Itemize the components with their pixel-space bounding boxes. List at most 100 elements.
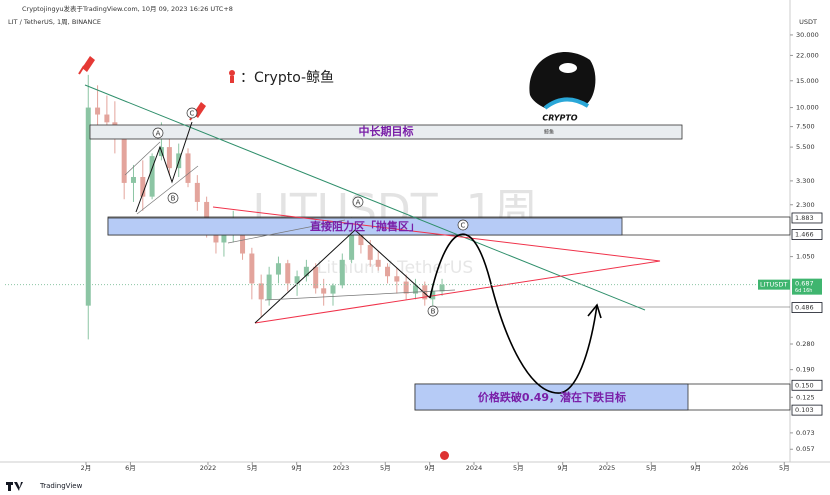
- triangle: [212, 206, 661, 324]
- y-tick-label: 0.073: [796, 429, 815, 437]
- arrow-head: [587, 303, 602, 319]
- candle-body: [221, 235, 227, 243]
- candle-body: [375, 259, 381, 267]
- candle-body: [285, 263, 291, 284]
- breakdown-box: [414, 383, 689, 411]
- target-box: [89, 124, 683, 140]
- x-tick-label: 5月: [380, 464, 391, 472]
- x-tick-label: 2024: [466, 464, 483, 472]
- target-zone-text: 中长期目标: [359, 124, 414, 138]
- projection-curve: [429, 233, 598, 394]
- candle-body: [140, 176, 146, 197]
- candle-body: [385, 266, 391, 277]
- candle-body: [439, 284, 445, 292]
- price-label: 0.103: [795, 406, 814, 414]
- channel-line: [136, 165, 199, 215]
- candle-body: [313, 266, 319, 289]
- y-tick-label: 10.000: [796, 104, 819, 112]
- candle-body: [249, 253, 255, 284]
- x-tick-label: 2025: [599, 464, 616, 472]
- candle-body: [330, 285, 336, 294]
- price-label: 0.150: [795, 381, 814, 389]
- candle-body: [240, 228, 246, 254]
- last-price-symbol: LITUSDT: [760, 281, 787, 289]
- candle-body: [95, 107, 101, 115]
- last-price-label: 0.687: [795, 280, 814, 288]
- candle-body: [422, 285, 428, 300]
- candle-body: [294, 276, 300, 284]
- candle-body: [204, 201, 210, 229]
- publisher: Cryptojingyu发表于TradingView.com, 10月 09, …: [22, 4, 233, 13]
- y-tick-label: 30.000: [796, 31, 819, 39]
- y-tick-label: 3.300: [796, 177, 815, 185]
- price-label-box: [791, 212, 823, 224]
- candle-body: [358, 233, 364, 246]
- tv-logo: [6, 482, 23, 491]
- wave-labels: A B C A B C: [152, 107, 469, 317]
- candle-body: [185, 153, 191, 183]
- y-tick-label: 22.000: [796, 51, 819, 59]
- price-label-box: [791, 302, 823, 313]
- wave-circle: [152, 127, 164, 139]
- candle-body: [349, 233, 355, 260]
- x-tick-label: 2月: [81, 464, 92, 472]
- wave-label: C: [190, 110, 195, 118]
- y-tick-label: 0.190: [796, 366, 815, 374]
- x-tick-label: 5月: [247, 464, 258, 472]
- candle-body: [104, 114, 110, 123]
- x-tick-label: 9月: [557, 464, 568, 472]
- author-tag: ：Crypto-鲸鱼: [240, 69, 334, 86]
- candle-body: [266, 274, 272, 300]
- candle-body: [275, 263, 281, 275]
- price-label: 1.466: [795, 231, 814, 239]
- x-tick-label: 2026: [732, 464, 749, 472]
- x-tick-label: 5月: [513, 464, 524, 472]
- resistance-box: [107, 217, 623, 236]
- price-label-box: [791, 229, 823, 240]
- abc-lines: [135, 121, 193, 213]
- last-price-box: [758, 279, 790, 290]
- y-tick-label: 0.057: [796, 445, 815, 453]
- x-tick-label: 9月: [424, 464, 435, 472]
- x-tick-label: 6月: [125, 464, 136, 472]
- wave-circle: [457, 219, 469, 231]
- candle-body: [130, 176, 136, 183]
- wave-circle: [427, 305, 439, 317]
- y-tick-label: 5.500: [796, 143, 815, 151]
- wave-circle: [186, 107, 198, 119]
- y-tick-label: 2.300: [796, 201, 815, 209]
- y-tick-label: 7.500: [796, 123, 815, 131]
- logo: [529, 52, 596, 110]
- candle-body: [258, 283, 264, 300]
- candle-body: [85, 107, 91, 306]
- candle-body: [339, 259, 345, 286]
- trend-line: [84, 84, 646, 311]
- channel-line: [124, 141, 161, 176]
- candle-body: [121, 136, 127, 183]
- resistance-text: 直接阻力区「抛售区」: [310, 219, 420, 233]
- candle-body: [367, 245, 373, 260]
- candle-body: [412, 285, 418, 294]
- wave-label: B: [431, 308, 436, 316]
- symbol-info: LIT / TetherUS, 1周, BINANCE: [8, 18, 101, 26]
- footer: TradingView: [39, 482, 83, 490]
- candle-body: [149, 156, 155, 197]
- wave-label: A: [356, 199, 361, 207]
- watermark-sub: Lithium / TetherUS: [317, 258, 473, 278]
- price-label-box: [791, 404, 823, 416]
- wave-circle: [167, 192, 179, 204]
- logo-text: CRYPTO: [542, 114, 577, 123]
- candle-body: [166, 147, 172, 169]
- wave-label: B: [171, 195, 176, 203]
- price-label-box: [791, 379, 823, 391]
- logo-sub: 鲸鱼: [544, 129, 554, 136]
- x-tick-label: 9月: [291, 464, 302, 472]
- channel-line: [264, 289, 456, 301]
- y-unit: USDT: [799, 18, 817, 26]
- y-tick-label: 15.000: [796, 77, 819, 85]
- x-tick-label: 5月: [646, 464, 657, 472]
- x-tick-label: 2023: [333, 464, 350, 472]
- candle-body: [394, 276, 400, 282]
